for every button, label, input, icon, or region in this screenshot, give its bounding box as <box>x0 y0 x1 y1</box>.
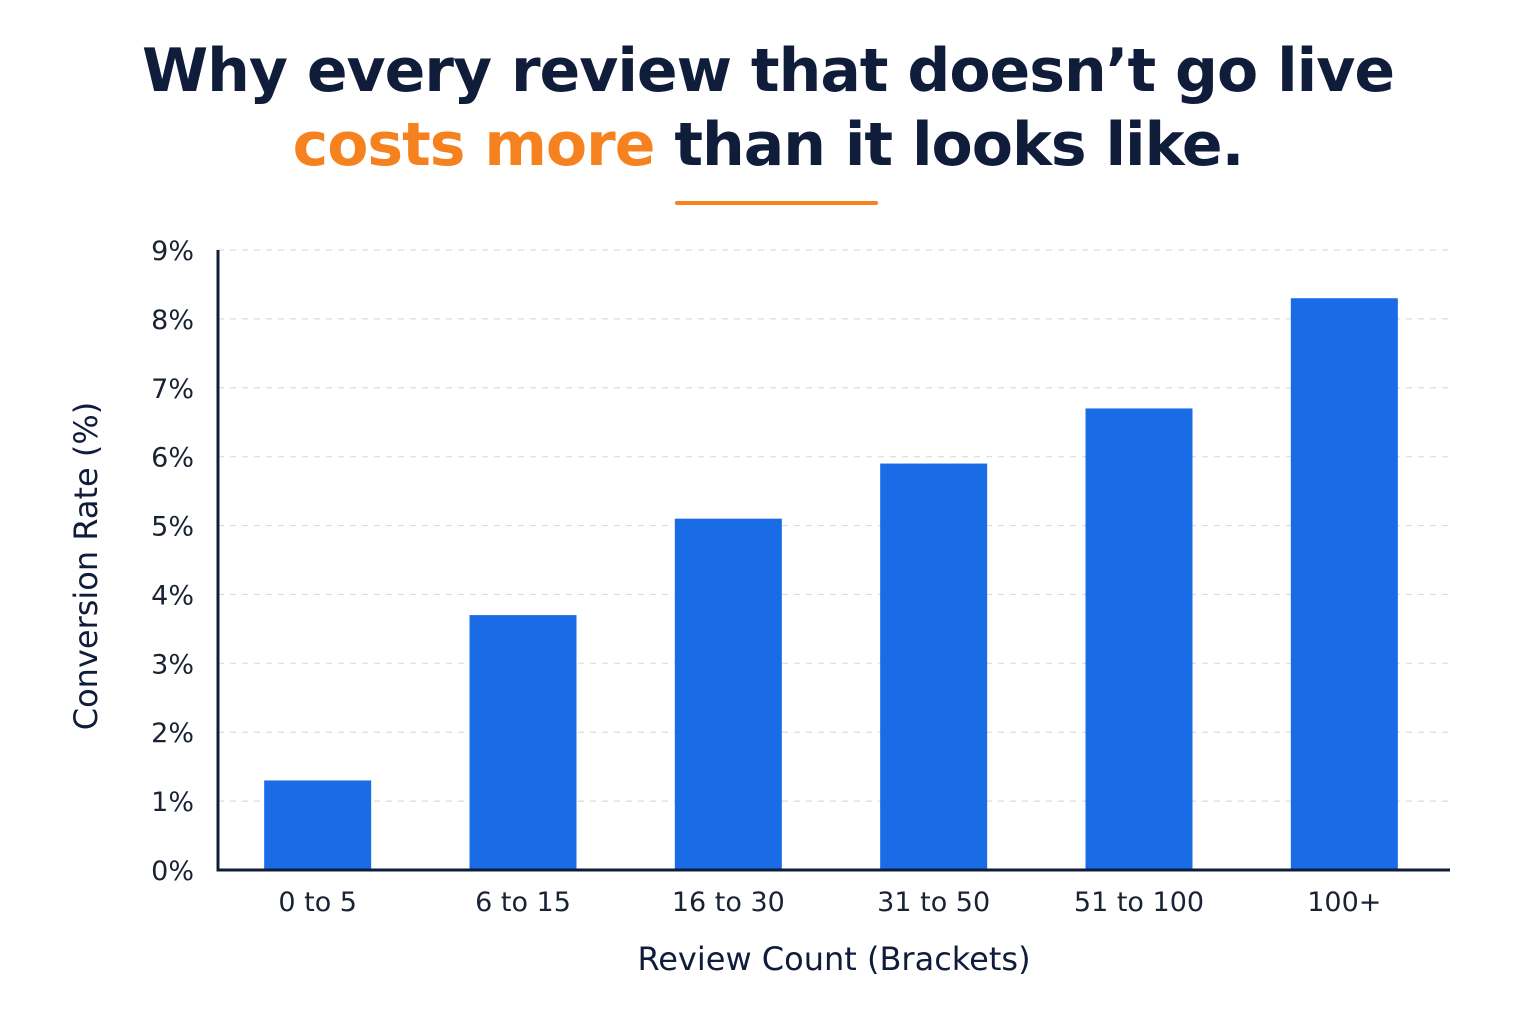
bar-6 <box>1290 298 1398 870</box>
title-line-2-rest: than it looks like. <box>654 110 1244 180</box>
bar-2 <box>469 615 577 870</box>
bars <box>264 298 1398 870</box>
x-axis-title: Review Count (Brackets) <box>637 940 1030 978</box>
grid-lines <box>218 249 1450 802</box>
y-tick-label: 7% <box>151 374 194 405</box>
y-tick-label: 9% <box>151 236 194 267</box>
title-line-1: Why every review that doesn’t go live <box>141 36 1395 106</box>
tick-labels: 0% 1% 2% 3% 4% 5% 6% 7% 8% 9% 0 to 5 6 to 15 16 to 3… <box>151 236 1381 918</box>
y-tick-label: 3% <box>151 649 194 680</box>
y-tick-label: 2% <box>151 718 194 749</box>
y-axis-title: Conversion Rate (%) <box>67 402 105 731</box>
axes <box>216 250 1450 872</box>
x-tick-label: 6 to 15 <box>475 887 571 918</box>
y-tick-label: 5% <box>151 512 194 543</box>
bar-3 <box>674 518 782 870</box>
title-line-2: costs more than it looks like. <box>0 108 1536 182</box>
title-highlight: costs more <box>292 110 656 180</box>
x-tick-label: 100+ <box>1307 887 1381 918</box>
bar-4 <box>880 463 988 870</box>
y-tick-label: 8% <box>151 305 194 336</box>
y-tick-label: 1% <box>151 787 194 818</box>
title-underline-accent <box>675 201 878 205</box>
y-tick-label: 6% <box>151 443 194 474</box>
x-tick-label: 16 to 30 <box>672 887 785 918</box>
bar-5 <box>1085 408 1193 870</box>
x-tick-label: 31 to 50 <box>877 887 990 918</box>
y-tick-label: 4% <box>151 580 194 611</box>
y-tick-label: 0% <box>151 856 194 887</box>
x-tick-label: 0 to 5 <box>278 887 357 918</box>
bar-1 <box>264 780 372 870</box>
chart-title: Why every review that doesn’t go live co… <box>0 34 1536 182</box>
x-tick-label: 51 to 100 <box>1074 887 1204 918</box>
